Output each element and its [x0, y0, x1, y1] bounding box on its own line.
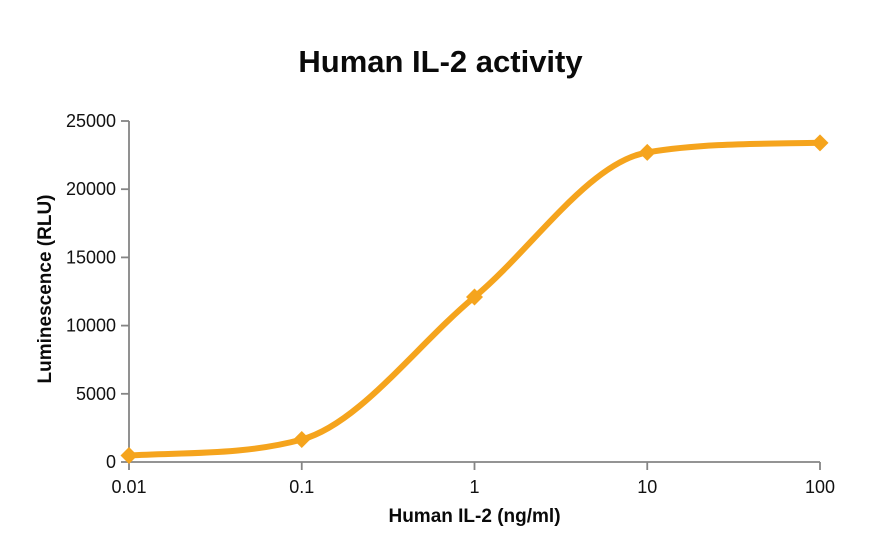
x-tick-label: 100 [805, 477, 835, 497]
data-point-marker [293, 430, 311, 448]
y-tick-label: 0 [106, 452, 116, 472]
x-tick-label: 10 [637, 477, 657, 497]
y-tick-label: 20000 [66, 179, 116, 199]
y-tick-label: 10000 [66, 316, 116, 336]
x-tick-label: 1 [469, 477, 479, 497]
chart-title: Human IL-2 activity [298, 44, 583, 79]
data-point-marker [466, 288, 483, 306]
y-tick-label: 25000 [66, 111, 116, 131]
y-tick-label: 15000 [66, 247, 116, 267]
y-tick-label: 5000 [76, 384, 116, 404]
data-point-marker [638, 143, 656, 161]
x-tick-label: 0.1 [289, 477, 314, 497]
data-point-marker [120, 446, 138, 464]
data-point-marker [811, 134, 829, 152]
x-axis-label: Human IL-2 (ng/ml) [388, 506, 561, 527]
x-tick-label: 0.01 [111, 477, 146, 497]
